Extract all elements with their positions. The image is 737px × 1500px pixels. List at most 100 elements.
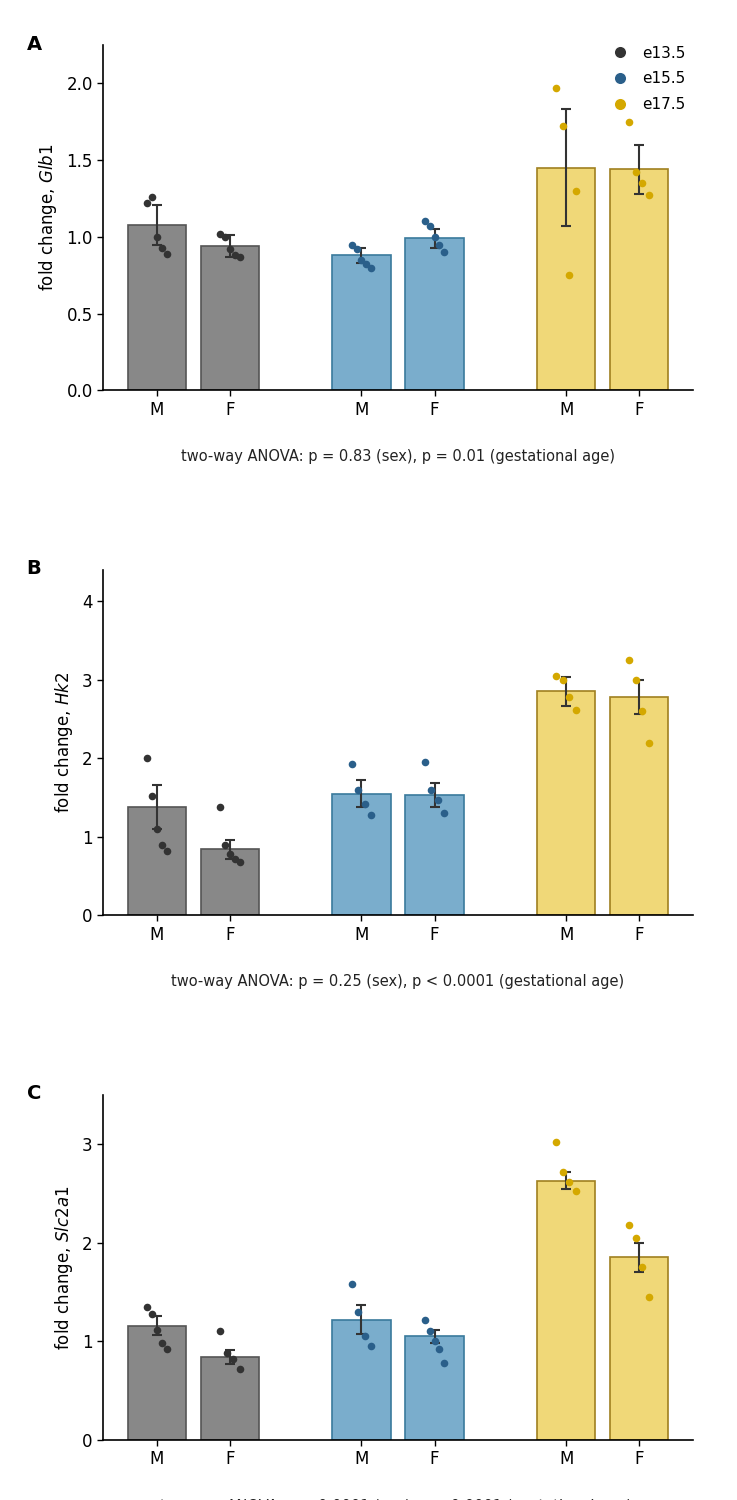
Bar: [405, 1336, 464, 1440]
Point: [214, 795, 226, 819]
Point: [161, 839, 172, 862]
Point: [161, 242, 172, 266]
Bar: [610, 170, 668, 390]
Point: [551, 664, 562, 688]
Point: [146, 1302, 158, 1326]
Bar: [200, 246, 259, 390]
Text: two-way ANOVA: p = 0.25 (sex), p < 0.0001 (gestational age): two-way ANOVA: p = 0.25 (sex), p < 0.000…: [172, 974, 624, 988]
Point: [146, 784, 158, 808]
Point: [355, 248, 367, 272]
Bar: [332, 1320, 391, 1440]
Point: [570, 1179, 581, 1203]
Point: [637, 699, 649, 723]
Point: [360, 252, 372, 276]
Bar: [405, 238, 464, 390]
Point: [432, 788, 444, 812]
Point: [351, 237, 363, 261]
Point: [643, 183, 654, 207]
Point: [624, 648, 635, 672]
Bar: [200, 849, 259, 915]
Point: [643, 1286, 654, 1310]
Point: [551, 76, 562, 101]
Point: [146, 184, 158, 209]
Point: [352, 777, 364, 801]
Point: [142, 1294, 153, 1318]
Point: [359, 1324, 371, 1348]
Point: [557, 114, 569, 138]
Point: [564, 262, 576, 286]
Point: [156, 833, 167, 856]
Point: [156, 236, 167, 260]
Text: A: A: [27, 34, 42, 54]
Point: [220, 1341, 232, 1365]
Bar: [332, 255, 391, 390]
Point: [570, 178, 581, 203]
Bar: [537, 692, 595, 915]
Point: [214, 1320, 226, 1344]
Point: [439, 1352, 450, 1376]
Point: [570, 698, 581, 721]
Point: [439, 240, 450, 264]
Point: [433, 232, 445, 256]
Point: [156, 1332, 167, 1356]
Y-axis label: fold change, $\it{Glb1}$: fold change, $\it{Glb1}$: [38, 144, 60, 291]
Point: [234, 1358, 245, 1382]
Point: [366, 255, 377, 279]
Bar: [610, 698, 668, 915]
Bar: [610, 1257, 668, 1440]
Point: [557, 668, 569, 692]
Point: [424, 1320, 436, 1344]
Bar: [128, 1326, 186, 1440]
Point: [564, 1170, 576, 1194]
Y-axis label: fold change, $\it{Slc2a1}$: fold change, $\it{Slc2a1}$: [53, 1185, 75, 1350]
Point: [564, 686, 576, 709]
Point: [219, 225, 231, 249]
Point: [419, 210, 430, 234]
Bar: [200, 1358, 259, 1440]
Point: [142, 190, 153, 214]
Point: [234, 850, 245, 874]
Text: B: B: [27, 560, 41, 579]
Point: [352, 1299, 364, 1323]
Point: [557, 1160, 569, 1184]
Point: [227, 1347, 239, 1371]
Point: [630, 160, 642, 184]
Point: [433, 1336, 445, 1360]
Text: two-way ANOVA: p = 0.83 (sex), p = 0.01 (gestational age): two-way ANOVA: p = 0.83 (sex), p = 0.01 …: [181, 448, 615, 464]
Point: [429, 1329, 441, 1353]
Point: [637, 171, 649, 195]
Point: [346, 752, 357, 776]
Bar: [128, 225, 186, 390]
Point: [643, 730, 654, 754]
Point: [551, 1130, 562, 1154]
Bar: [128, 807, 186, 915]
Point: [151, 818, 163, 842]
Text: C: C: [27, 1084, 41, 1104]
Point: [224, 237, 236, 261]
Point: [624, 110, 635, 134]
Point: [630, 1226, 642, 1250]
Point: [419, 750, 430, 774]
Point: [439, 801, 450, 825]
Bar: [537, 168, 595, 390]
Point: [425, 777, 437, 801]
Y-axis label: fold change, $\it{Hk2}$: fold change, $\it{Hk2}$: [53, 672, 75, 813]
Point: [637, 1256, 649, 1280]
Point: [229, 243, 241, 267]
Point: [419, 1308, 430, 1332]
Point: [151, 1317, 163, 1341]
Point: [624, 1214, 635, 1237]
Point: [366, 1335, 377, 1359]
Point: [359, 792, 371, 816]
Point: [151, 225, 163, 249]
Point: [429, 225, 441, 249]
Bar: [332, 794, 391, 915]
Point: [224, 842, 236, 866]
Point: [229, 846, 241, 870]
Point: [366, 802, 377, 826]
Point: [161, 1336, 172, 1360]
Legend: e13.5, e15.5, e17.5: e13.5, e15.5, e17.5: [605, 45, 685, 112]
Point: [346, 232, 357, 256]
Point: [219, 833, 231, 856]
Point: [142, 746, 153, 770]
